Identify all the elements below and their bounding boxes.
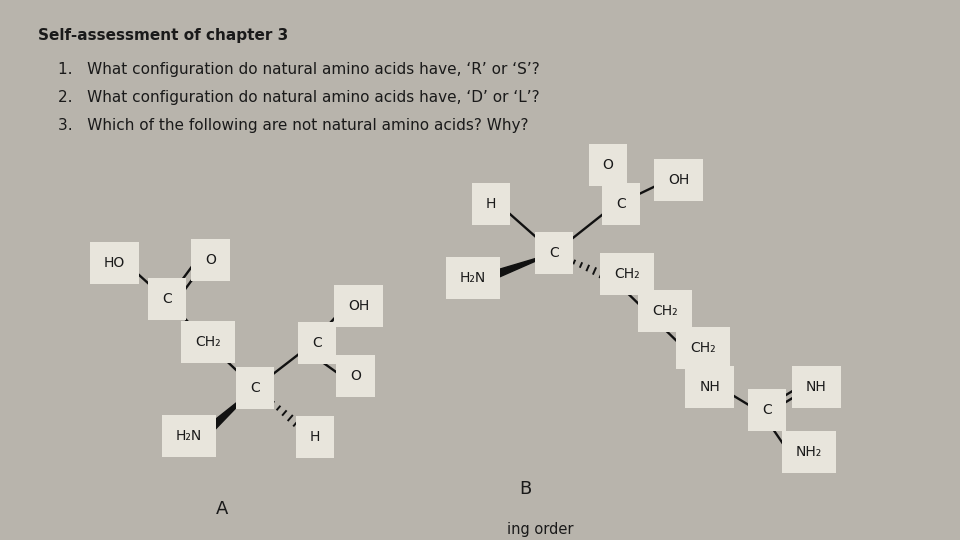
Text: O: O xyxy=(350,369,361,383)
Text: O: O xyxy=(603,158,613,172)
Text: NH: NH xyxy=(699,380,720,394)
Text: C: C xyxy=(616,197,626,211)
Text: CH₂: CH₂ xyxy=(614,267,639,281)
Text: C: C xyxy=(312,336,322,350)
Text: OH: OH xyxy=(668,173,689,187)
Text: CH₂: CH₂ xyxy=(195,335,221,349)
Text: C: C xyxy=(762,403,772,417)
Polygon shape xyxy=(492,253,554,279)
Text: H: H xyxy=(310,430,321,444)
Polygon shape xyxy=(208,388,255,431)
Text: CH₂: CH₂ xyxy=(652,304,678,318)
Text: A: A xyxy=(216,500,228,518)
Text: C: C xyxy=(251,381,260,395)
Text: C: C xyxy=(162,292,172,306)
Text: CH₂: CH₂ xyxy=(690,341,715,355)
Text: 1.   What configuration do natural amino acids have, ‘R’ or ‘S’?: 1. What configuration do natural amino a… xyxy=(58,62,540,77)
Text: C: C xyxy=(549,246,559,260)
Text: 2.   What configuration do natural amino acids have, ‘D’ or ‘L’?: 2. What configuration do natural amino a… xyxy=(58,90,540,105)
Text: NH: NH xyxy=(806,380,827,394)
Text: 3.   Which of the following are not natural amino acids? Why?: 3. Which of the following are not natura… xyxy=(58,118,529,133)
Text: O: O xyxy=(205,253,216,267)
Text: Self-assessment of chapter 3: Self-assessment of chapter 3 xyxy=(38,28,288,43)
Text: H: H xyxy=(486,197,496,211)
Text: H₂N: H₂N xyxy=(460,271,486,285)
Text: NH₂: NH₂ xyxy=(796,445,823,459)
Text: ing order: ing order xyxy=(507,522,573,537)
Text: OH: OH xyxy=(348,299,370,313)
Text: HO: HO xyxy=(104,256,125,270)
Text: H₂N: H₂N xyxy=(176,429,202,443)
Text: B: B xyxy=(518,480,531,498)
